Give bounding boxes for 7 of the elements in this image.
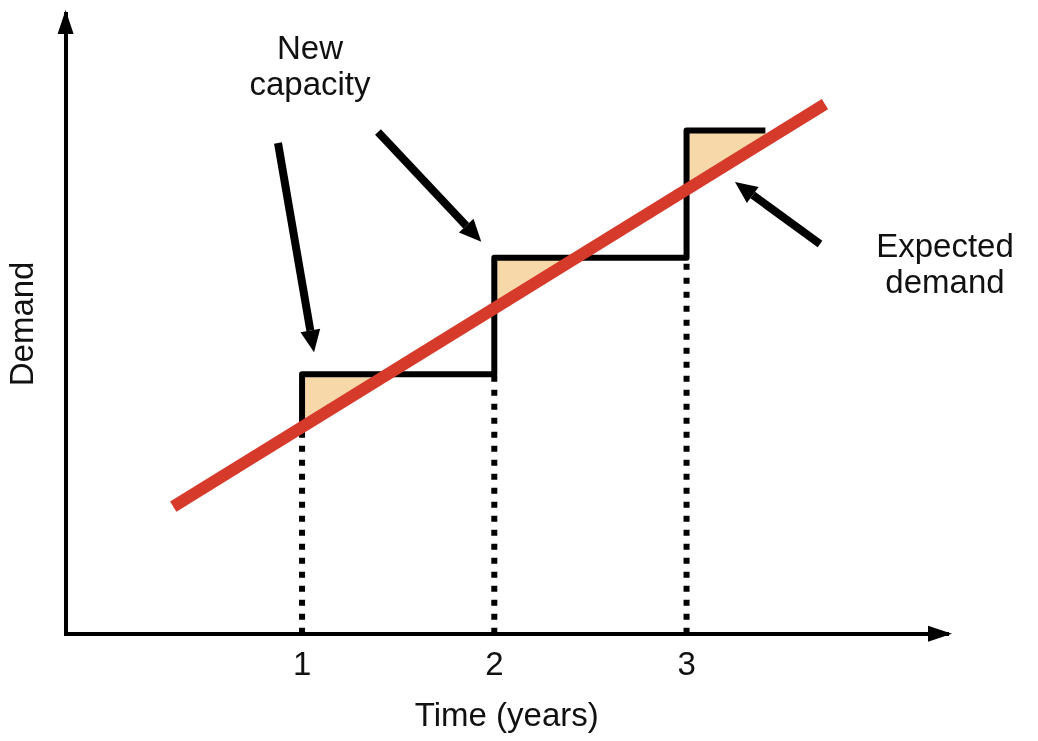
x-axis-title: Time (years) (414, 696, 599, 734)
x-tick-label: 2 (485, 644, 504, 682)
x-tick-label: 3 (677, 644, 696, 682)
annotation: Expected demand (875, 227, 1015, 300)
x-tick-label: 1 (292, 644, 312, 682)
text: New capacity (248, 29, 372, 102)
y-axis-title: Demand (2, 261, 40, 387)
